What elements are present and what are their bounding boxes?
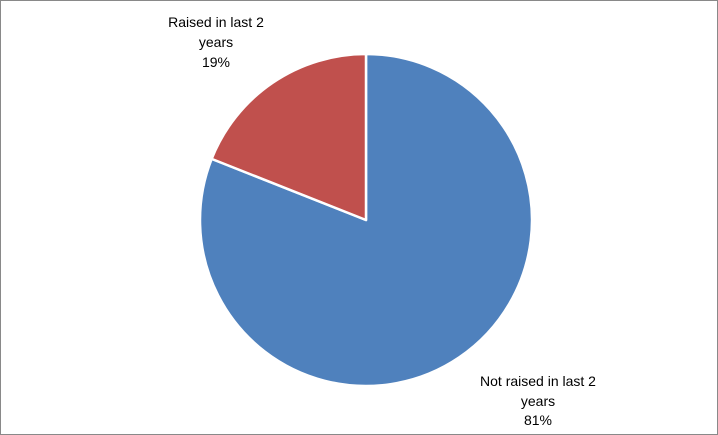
slice-label-raised: Raised in last 2 years 19% (168, 14, 264, 70)
slice-label-raised-percent: 19% (202, 54, 230, 70)
slice-label-not-raised: Not raised in last 2 years 81% (480, 373, 596, 428)
pie-slice-raised (210, 52, 368, 222)
slice-label-raised-line2: years (199, 34, 233, 50)
slice-label-not-raised-line1: Not raised in last 2 (480, 373, 596, 389)
pie-slice-not-raised (198, 52, 534, 388)
slice-label-not-raised-line2: years (521, 393, 555, 409)
pie-slices (198, 52, 534, 388)
slice-label-raised-line1: Raised in last 2 (168, 14, 264, 30)
slice-label-not-raised-percent: 81% (524, 412, 552, 428)
